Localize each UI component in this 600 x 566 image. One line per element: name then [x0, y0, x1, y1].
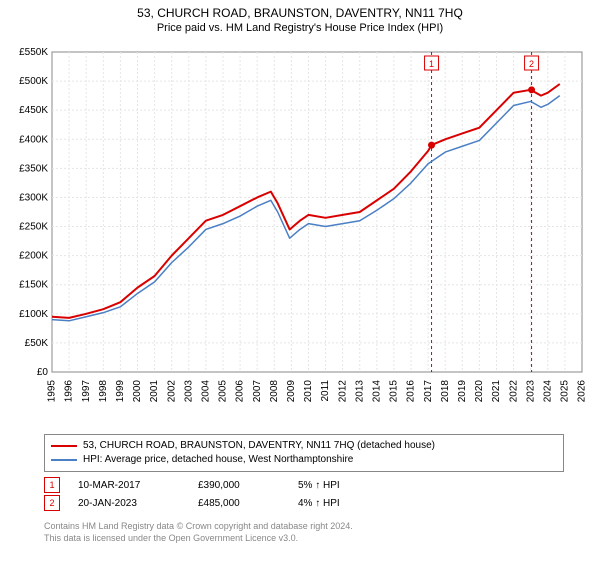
transaction-number: 1 [49, 480, 54, 490]
svg-text:2022: 2022 [508, 380, 519, 403]
svg-text:£400K: £400K [19, 134, 48, 145]
footer-attribution: Contains HM Land Registry data © Crown c… [44, 520, 353, 544]
svg-text:2012: 2012 [337, 380, 348, 403]
svg-text:2010: 2010 [303, 380, 314, 403]
transaction-marker: 2 [44, 495, 60, 511]
svg-text:£300K: £300K [19, 192, 48, 203]
svg-text:2016: 2016 [406, 380, 417, 403]
svg-text:2007: 2007 [252, 380, 263, 403]
svg-text:2003: 2003 [183, 380, 194, 403]
svg-text:1999: 1999 [115, 380, 126, 403]
svg-text:2: 2 [529, 59, 534, 69]
chart-title: 53, CHURCH ROAD, BRAUNSTON, DAVENTRY, NN… [0, 6, 600, 20]
svg-text:2017: 2017 [423, 380, 434, 403]
svg-text:2000: 2000 [132, 380, 143, 403]
svg-text:2004: 2004 [201, 380, 212, 403]
chart-subtitle: Price paid vs. HM Land Registry's House … [0, 22, 600, 34]
svg-text:£500K: £500K [19, 76, 48, 87]
svg-text:1996: 1996 [64, 380, 75, 403]
svg-text:£100K: £100K [19, 309, 48, 320]
svg-text:£150K: £150K [19, 280, 48, 291]
svg-text:2018: 2018 [440, 380, 451, 403]
svg-text:2026: 2026 [577, 380, 588, 403]
legend-item: 53, CHURCH ROAD, BRAUNSTON, DAVENTRY, NN… [51, 439, 557, 453]
svg-text:2001: 2001 [149, 380, 160, 403]
svg-text:2005: 2005 [218, 380, 229, 403]
chart-container: 53, CHURCH ROAD, BRAUNSTON, DAVENTRY, NN… [0, 6, 600, 566]
transaction-price: £390,000 [198, 480, 298, 491]
svg-text:£0: £0 [37, 367, 49, 378]
transaction-delta: 5% ↑ HPI [298, 480, 398, 491]
svg-text:2002: 2002 [166, 380, 177, 403]
svg-text:2013: 2013 [354, 380, 365, 403]
svg-text:2019: 2019 [457, 380, 468, 403]
transaction-number: 2 [49, 498, 54, 508]
footer-line: This data is licensed under the Open Gov… [44, 532, 353, 544]
line-chart-svg: £0 £50K £100K £150K £200K £250K £300K £350K £400… [8, 46, 592, 426]
transaction-price: £485,000 [198, 498, 298, 509]
svg-text:2023: 2023 [525, 380, 536, 403]
svg-text:2020: 2020 [474, 380, 485, 403]
svg-text:2011: 2011 [320, 380, 331, 402]
svg-text:2009: 2009 [286, 380, 297, 403]
svg-text:1997: 1997 [81, 380, 92, 403]
transaction-date: 10-MAR-2017 [78, 480, 198, 491]
legend-swatch [51, 445, 77, 447]
svg-text:2025: 2025 [560, 380, 571, 403]
svg-text:2008: 2008 [269, 380, 280, 403]
svg-text:£350K: £350K [19, 163, 48, 174]
svg-text:£250K: £250K [19, 222, 48, 233]
transaction-table: 1 10-MAR-2017 £390,000 5% ↑ HPI 2 20-JAN… [44, 476, 398, 512]
svg-text:2015: 2015 [389, 380, 400, 403]
svg-text:1998: 1998 [98, 380, 109, 403]
legend-item: HPI: Average price, detached house, West… [51, 453, 557, 467]
transaction-date: 20-JAN-2023 [78, 498, 198, 509]
svg-text:£450K: £450K [19, 105, 48, 116]
transaction-row: 1 10-MAR-2017 £390,000 5% ↑ HPI [44, 476, 398, 494]
chart-area: £0 £50K £100K £150K £200K £250K £300K £350K £400… [8, 46, 592, 426]
svg-text:2024: 2024 [542, 380, 553, 403]
footer-line: Contains HM Land Registry data © Crown c… [44, 520, 353, 532]
svg-text:£50K: £50K [25, 338, 49, 349]
transaction-marker: 1 [44, 477, 60, 493]
legend-label: HPI: Average price, detached house, West… [83, 453, 353, 467]
transaction-delta: 4% ↑ HPI [298, 498, 398, 509]
svg-text:2006: 2006 [235, 380, 246, 403]
legend: 53, CHURCH ROAD, BRAUNSTON, DAVENTRY, NN… [44, 434, 564, 472]
svg-text:1: 1 [429, 59, 434, 69]
svg-text:£200K: £200K [19, 251, 48, 262]
svg-text:£550K: £550K [19, 47, 48, 58]
svg-text:2021: 2021 [491, 380, 502, 403]
legend-label: 53, CHURCH ROAD, BRAUNSTON, DAVENTRY, NN… [83, 439, 435, 453]
transaction-row: 2 20-JAN-2023 £485,000 4% ↑ HPI [44, 494, 398, 512]
svg-text:2014: 2014 [371, 380, 382, 403]
legend-swatch [51, 459, 77, 461]
svg-text:1995: 1995 [47, 380, 58, 403]
